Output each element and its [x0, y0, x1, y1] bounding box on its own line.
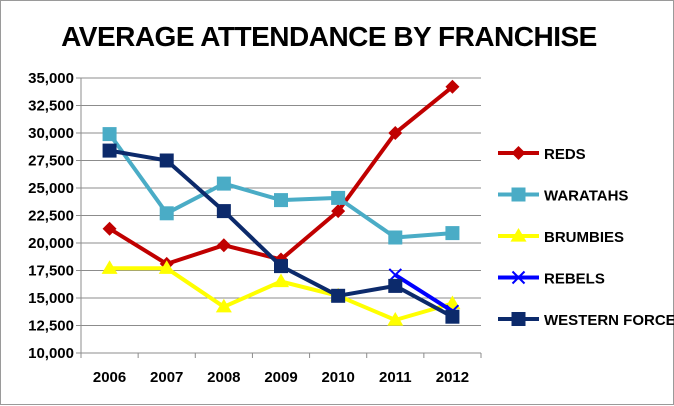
y-tick-label: 30,000 — [28, 125, 74, 142]
legend-marker-reds — [511, 146, 526, 160]
x-tick-label: 2008 — [207, 369, 240, 386]
data-point-waratahs — [388, 230, 403, 245]
y-tick-label: 15,000 — [28, 290, 74, 307]
data-point-waratahs — [216, 176, 231, 191]
data-point-western-force — [159, 153, 174, 168]
legend-marker-waratahs — [511, 187, 526, 202]
legend: REDS WARATAHS BRUMBIES REBELS WESTERN FORCE — [498, 146, 674, 329]
x-tick-label: 2007 — [150, 369, 183, 386]
data-point-reds — [102, 221, 117, 236]
y-tick-label: 12,500 — [28, 318, 74, 335]
data-point-brumbies — [273, 273, 289, 288]
y-tick-label: 17,500 — [28, 263, 74, 280]
y-tick-label: 20,000 — [28, 235, 74, 252]
x-tick-label: 2012 — [436, 369, 469, 386]
y-tick-label: 25,000 — [28, 180, 74, 197]
x-tick-label: 2011 — [379, 369, 412, 386]
x-tick-label: 2009 — [264, 369, 297, 386]
y-axis: 10,000 12,500 15,000 17,500 20,000 22,500 25,0… — [28, 70, 82, 362]
legend-label-rebels: REBELS — [544, 271, 605, 288]
x-axis: 2006 2007 2008 2009 2010 2011 2012 — [80, 352, 482, 386]
legend-marker-rebels — [511, 270, 526, 285]
data-point-waratahs — [274, 193, 288, 208]
data-point-reds — [216, 238, 231, 253]
data-point-brumbies — [158, 260, 175, 274]
legend-marker-western-force — [511, 312, 526, 326]
data-point-western-force — [445, 309, 460, 324]
y-tick-label: 10,000 — [28, 345, 74, 362]
data-point-western-force — [274, 259, 288, 274]
data-point-brumbies — [215, 298, 232, 313]
data-point-waratahs — [331, 190, 346, 205]
data-point-waratahs — [445, 226, 460, 241]
y-tick-label: 27,500 — [28, 153, 74, 170]
legend-label-waratahs: WARATAHS — [544, 188, 628, 205]
data-point-reds — [331, 204, 346, 219]
data-point-western-force — [331, 288, 346, 303]
legend-label-western-force: WESTERN FORCE — [544, 312, 674, 329]
y-tick-label: 22,500 — [28, 208, 74, 225]
data-point-brumbies — [387, 312, 404, 326]
data-point-waratahs — [102, 127, 117, 142]
x-tick-label: 2010 — [321, 369, 354, 386]
data-point-western-force — [388, 278, 403, 293]
y-tick-label: 35,000 — [28, 70, 74, 87]
data-point-western-force — [102, 143, 117, 158]
data-point-reds — [445, 79, 460, 94]
data-point-western-force — [216, 204, 231, 219]
y-tick-label: 32,500 — [28, 98, 74, 115]
legend-label-reds: REDS — [544, 146, 586, 163]
data-point-brumbies — [101, 260, 118, 274]
legend-marker-brumbies — [510, 228, 527, 242]
legend-label-brumbies: BRUMBIES — [544, 229, 624, 246]
series-line-waratahs — [107, 132, 453, 240]
plot-area — [101, 79, 461, 326]
chart-title: AVERAGE ATTENDANCE BY FRANCHISE — [61, 21, 597, 52]
data-point-brumbies — [444, 295, 461, 310]
series-line-rebels — [394, 273, 454, 313]
x-tick-label: 2006 — [93, 369, 126, 386]
data-point-reds — [388, 126, 403, 140]
data-point-waratahs — [159, 206, 174, 221]
